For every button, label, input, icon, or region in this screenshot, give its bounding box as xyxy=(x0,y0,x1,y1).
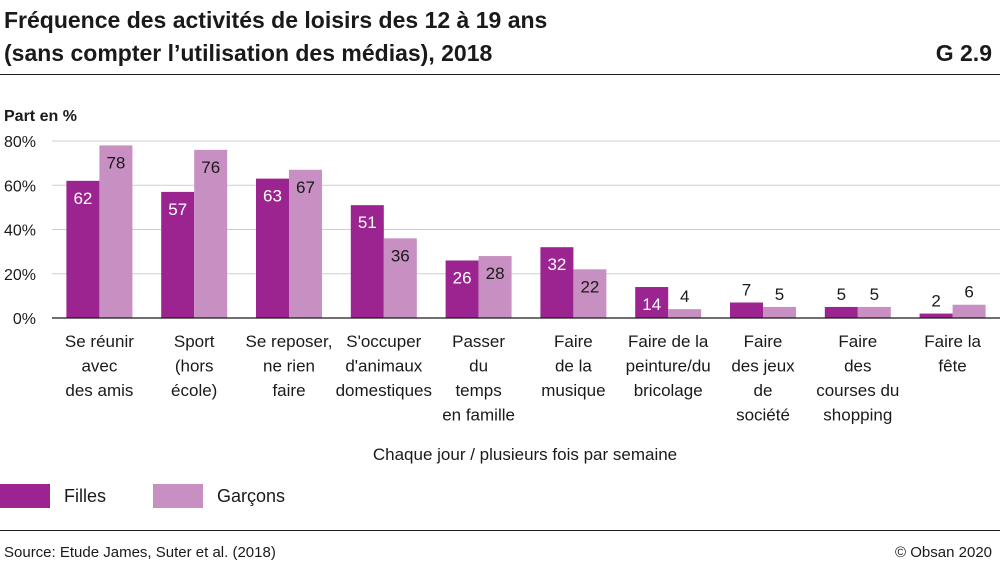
x-tick-label: Faire de la xyxy=(628,332,709,351)
x-tick-label: d'animaux xyxy=(345,357,422,376)
x-tick-label: Faire la xyxy=(924,332,981,351)
bar-garcons xyxy=(383,238,417,318)
bar-filles xyxy=(730,302,763,318)
x-tick-label: école) xyxy=(171,381,217,400)
x-tick-label: peinture/du xyxy=(626,357,711,376)
y-tick-label: 80% xyxy=(4,134,36,151)
x-tick-label: des jeux xyxy=(731,357,795,376)
bar-garcons xyxy=(952,304,986,318)
x-tick-label: des amis xyxy=(65,381,133,400)
y-tick-label: 0% xyxy=(13,311,36,328)
data-label-filles: 26 xyxy=(453,268,472,287)
data-label-filles: 51 xyxy=(358,213,377,232)
x-tick-label: du xyxy=(469,357,488,376)
figure-code: G 2.9 xyxy=(935,40,992,66)
footer-divider xyxy=(0,530,1000,531)
x-tick-label: Se réunir xyxy=(65,332,134,351)
x-tick-label: ne rien xyxy=(263,357,315,376)
chart-title-line-1: Fréquence des activités de loisirs des 1… xyxy=(4,7,548,33)
data-label-filles: 14 xyxy=(642,295,661,314)
bar-filles xyxy=(445,260,479,318)
bar-garcons xyxy=(763,306,796,318)
bar-filles xyxy=(635,287,669,318)
x-tick-label: faire xyxy=(272,381,305,400)
bar-garcons xyxy=(289,169,322,318)
data-label-filles: 57 xyxy=(168,200,187,219)
x-tick-label: shopping xyxy=(823,406,892,425)
bar-garcons xyxy=(573,269,607,318)
bar-filles xyxy=(919,313,953,318)
data-label-garcons: 22 xyxy=(580,277,599,296)
bar-filles xyxy=(256,178,289,318)
copyright-note: © Obsan 2020 xyxy=(895,544,992,561)
bar-filles xyxy=(66,180,100,318)
data-label-filles: 7 xyxy=(742,281,751,300)
x-tick-label: courses du xyxy=(816,381,899,400)
data-label-garcons: 5 xyxy=(870,285,879,304)
legend-label-filles: Filles xyxy=(64,485,107,506)
data-label-garcons: 4 xyxy=(680,287,689,306)
x-tick-label: S'occuper xyxy=(346,332,421,351)
data-label-garcons: 5 xyxy=(775,285,784,304)
data-label-filles: 32 xyxy=(547,255,566,274)
x-tick-label: avec xyxy=(81,357,117,376)
legend-swatch-garcons xyxy=(153,484,203,508)
x-tick-label: Sport xyxy=(174,332,215,351)
y-axis-label: Part en % xyxy=(4,108,77,125)
x-tick-label: de la xyxy=(555,357,592,376)
bar-filles xyxy=(161,191,195,318)
source-note: Source: Etude James, Suter et al. (2018) xyxy=(4,544,276,561)
x-tick-label: temps xyxy=(455,381,501,400)
legend-label-garcons: Garçons xyxy=(217,485,286,506)
data-label-filles: 62 xyxy=(73,189,92,208)
x-tick-label: fête xyxy=(938,357,966,376)
data-label-garcons: 78 xyxy=(106,153,125,172)
chart-title-line-2: (sans compter l’utilisation des médias),… xyxy=(4,40,493,66)
x-axis-label: Chaque jour / plusieurs fois par semaine xyxy=(373,445,677,464)
x-tick-label: Faire xyxy=(554,332,593,351)
x-tick-label: bricolage xyxy=(634,381,703,400)
data-label-filles: 63 xyxy=(263,187,282,206)
bar-garcons xyxy=(857,306,891,318)
bar-filles xyxy=(350,205,384,318)
x-tick-label: musique xyxy=(541,381,605,400)
legend-swatch-filles xyxy=(0,484,50,508)
y-tick-label: 40% xyxy=(4,223,36,240)
data-label-garcons: 6 xyxy=(964,283,973,302)
bar-filles xyxy=(824,306,858,318)
x-tick-label: Faire xyxy=(838,332,877,351)
legend-item-garcons: Garçons xyxy=(153,484,285,508)
bar-garcons xyxy=(668,309,702,318)
x-tick-label: (hors xyxy=(175,357,214,376)
legend-item-filles: Filles xyxy=(0,484,106,508)
header-divider xyxy=(0,74,1000,75)
bar-garcons xyxy=(99,145,133,318)
x-tick-label: société xyxy=(736,406,790,425)
x-tick-label: de xyxy=(754,381,773,400)
chart-title: Fréquence des activités de loisirs des 1… xyxy=(4,4,864,70)
x-tick-label: en famille xyxy=(442,406,515,425)
data-label-filles: 2 xyxy=(931,292,940,311)
x-tick-label: Passer xyxy=(452,332,505,351)
bar-garcons xyxy=(478,256,512,318)
x-tick-label: Faire xyxy=(744,332,783,351)
x-tick-label: domestiques xyxy=(336,381,432,400)
data-label-garcons: 28 xyxy=(486,264,505,283)
data-label-garcons: 76 xyxy=(201,158,220,177)
y-tick-label: 20% xyxy=(4,267,36,284)
data-label-garcons: 36 xyxy=(391,246,410,265)
data-label-garcons: 67 xyxy=(296,178,315,197)
data-label-filles: 5 xyxy=(837,285,846,304)
y-tick-label: 60% xyxy=(4,178,36,195)
bar-garcons xyxy=(194,149,228,318)
bar-filles xyxy=(540,247,574,318)
x-tick-label: des xyxy=(844,357,871,376)
x-tick-label: Se reposer, xyxy=(246,332,333,351)
